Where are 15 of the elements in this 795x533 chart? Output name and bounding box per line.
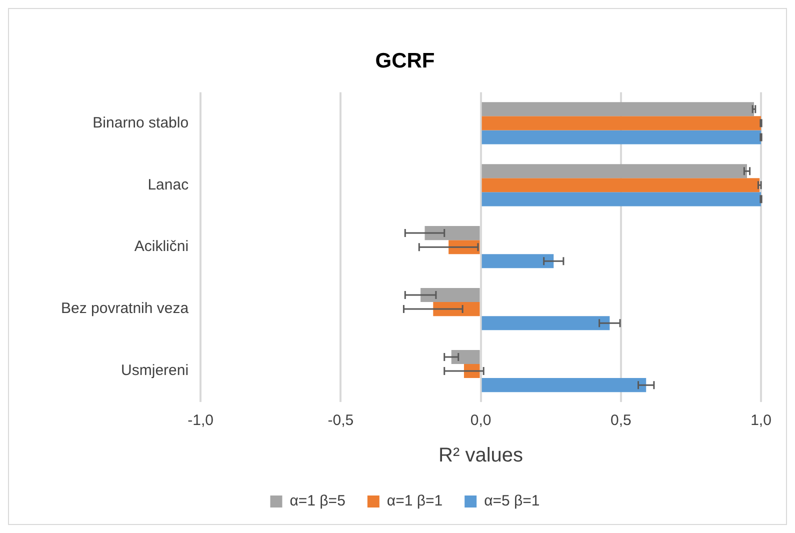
y-tick-label: Usmjereni xyxy=(121,362,189,380)
legend-label: α=1 β=5 xyxy=(290,492,346,510)
x-tick-label: 1,0 xyxy=(750,412,772,430)
legend-label: α=1 β=1 xyxy=(386,492,443,510)
x-tick-label: -0,5 xyxy=(328,412,354,430)
y-tick-label: Aciklični xyxy=(134,238,189,256)
x-tick-label: -1,0 xyxy=(188,412,214,430)
y-tick-label: Bez povratnih veza xyxy=(60,300,190,318)
x-tick-label: 0,5 xyxy=(610,412,632,430)
chart-title: GCRF xyxy=(375,49,435,72)
y-tick-label: Lanac xyxy=(148,176,190,194)
y-tick-label: Binarno stablo xyxy=(92,114,189,132)
legend-label: α=5 β=1 xyxy=(484,492,540,510)
x-axis-title: R² values xyxy=(438,444,524,467)
x-tick-label: 0,0 xyxy=(470,412,492,430)
